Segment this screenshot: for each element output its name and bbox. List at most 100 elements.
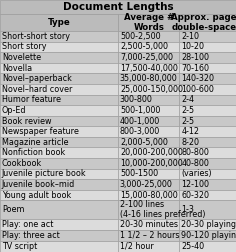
Text: 20-30 minutes: 20-30 minutes (120, 219, 178, 229)
Text: 3,000-25,000: 3,000-25,000 (120, 180, 173, 189)
Text: 4-12: 4-12 (181, 127, 199, 136)
Text: 25-40: 25-40 (181, 242, 204, 251)
Text: 28-100: 28-100 (181, 53, 209, 62)
Text: Short-short story: Short-short story (2, 32, 70, 41)
Bar (179, 63, 236, 73)
Bar (179, 169, 236, 179)
Text: 2-5: 2-5 (181, 106, 194, 115)
Bar (0, 84, 118, 94)
Bar (118, 190, 179, 200)
Bar (118, 84, 179, 94)
Text: Short story: Short story (2, 43, 46, 51)
Bar (0, 94, 118, 105)
Bar (118, 14, 179, 31)
Text: Newspaper feature: Newspaper feature (2, 127, 79, 136)
Bar (0, 0, 236, 14)
Text: 10,000-200,000: 10,000-200,000 (120, 159, 183, 168)
Text: 25,000-150,000: 25,000-150,000 (120, 85, 183, 94)
Text: 20,000-200,000: 20,000-200,000 (120, 148, 183, 157)
Bar (0, 63, 118, 73)
Text: 300-800: 300-800 (120, 95, 153, 104)
Text: 2-5: 2-5 (181, 116, 194, 125)
Text: Play: three act: Play: three act (2, 231, 60, 240)
Bar (179, 126, 236, 137)
Text: 500-1,000: 500-1,000 (120, 106, 160, 115)
Text: 8-20: 8-20 (181, 138, 199, 147)
Text: Novel–hard cover: Novel–hard cover (2, 85, 72, 94)
Text: 70-160: 70-160 (181, 64, 209, 73)
Text: 2-100 lines
(4-16 lines preferred): 2-100 lines (4-16 lines preferred) (120, 200, 205, 219)
Bar (179, 52, 236, 63)
Text: Book review: Book review (2, 116, 51, 125)
Bar (0, 52, 118, 63)
Text: 140-320: 140-320 (181, 74, 214, 83)
Bar (179, 179, 236, 190)
Bar (0, 116, 118, 126)
Text: 800-3,000: 800-3,000 (120, 127, 160, 136)
Text: 2,500-5,000: 2,500-5,000 (120, 43, 168, 51)
Bar (179, 116, 236, 126)
Text: TV script: TV script (2, 242, 37, 251)
Bar (179, 190, 236, 200)
Bar (179, 200, 236, 218)
Bar (118, 31, 179, 42)
Bar (118, 116, 179, 126)
Bar (118, 126, 179, 137)
Bar (118, 94, 179, 105)
Text: (varies): (varies) (181, 169, 212, 178)
Text: Document Lengths: Document Lengths (63, 2, 173, 12)
Bar (179, 84, 236, 94)
Text: 500-1500: 500-1500 (120, 169, 158, 178)
Bar (118, 42, 179, 52)
Bar (179, 42, 236, 52)
Bar (179, 147, 236, 158)
Text: 400-1,000: 400-1,000 (120, 116, 160, 125)
Text: Nonfiction book: Nonfiction book (2, 148, 65, 157)
Bar (0, 31, 118, 42)
Bar (118, 200, 179, 218)
Text: Op-Ed: Op-Ed (2, 106, 26, 115)
Text: Type: Type (48, 18, 70, 27)
Text: 2,000-5,000: 2,000-5,000 (120, 138, 168, 147)
Bar (179, 241, 236, 252)
Bar (179, 73, 236, 84)
Bar (118, 241, 179, 252)
Bar (0, 14, 118, 31)
Bar (118, 63, 179, 73)
Text: 1/2 hour: 1/2 hour (120, 242, 154, 251)
Text: Play: one act: Play: one act (2, 219, 53, 229)
Bar (0, 105, 118, 116)
Bar (0, 158, 118, 169)
Bar (0, 126, 118, 137)
Bar (0, 147, 118, 158)
Bar (118, 52, 179, 63)
Bar (179, 137, 236, 147)
Text: 2-4: 2-4 (181, 95, 194, 104)
Bar (118, 147, 179, 158)
Text: Juvenile picture book: Juvenile picture book (2, 169, 87, 178)
Bar (179, 218, 236, 230)
Text: 1-3: 1-3 (181, 205, 194, 214)
Text: 17,500-40,000: 17,500-40,000 (120, 64, 178, 73)
Bar (179, 94, 236, 105)
Text: Cookbook: Cookbook (2, 159, 42, 168)
Bar (118, 169, 179, 179)
Text: 40-800: 40-800 (181, 159, 209, 168)
Bar (118, 218, 179, 230)
Text: 15,000-80,000: 15,000-80,000 (120, 191, 178, 200)
Text: Novel–paperback: Novel–paperback (2, 74, 72, 83)
Bar (0, 190, 118, 200)
Bar (0, 42, 118, 52)
Bar (179, 105, 236, 116)
Bar (118, 105, 179, 116)
Bar (0, 179, 118, 190)
Text: Magazine article: Magazine article (2, 138, 68, 147)
Bar (118, 179, 179, 190)
Text: Approx. pages,
double-spaced: Approx. pages, double-spaced (171, 13, 236, 32)
Text: 35,000-80,000: 35,000-80,000 (120, 74, 178, 83)
Bar (179, 14, 236, 31)
Text: Young adult book: Young adult book (2, 191, 71, 200)
Bar (0, 169, 118, 179)
Bar (179, 31, 236, 42)
Bar (118, 230, 179, 241)
